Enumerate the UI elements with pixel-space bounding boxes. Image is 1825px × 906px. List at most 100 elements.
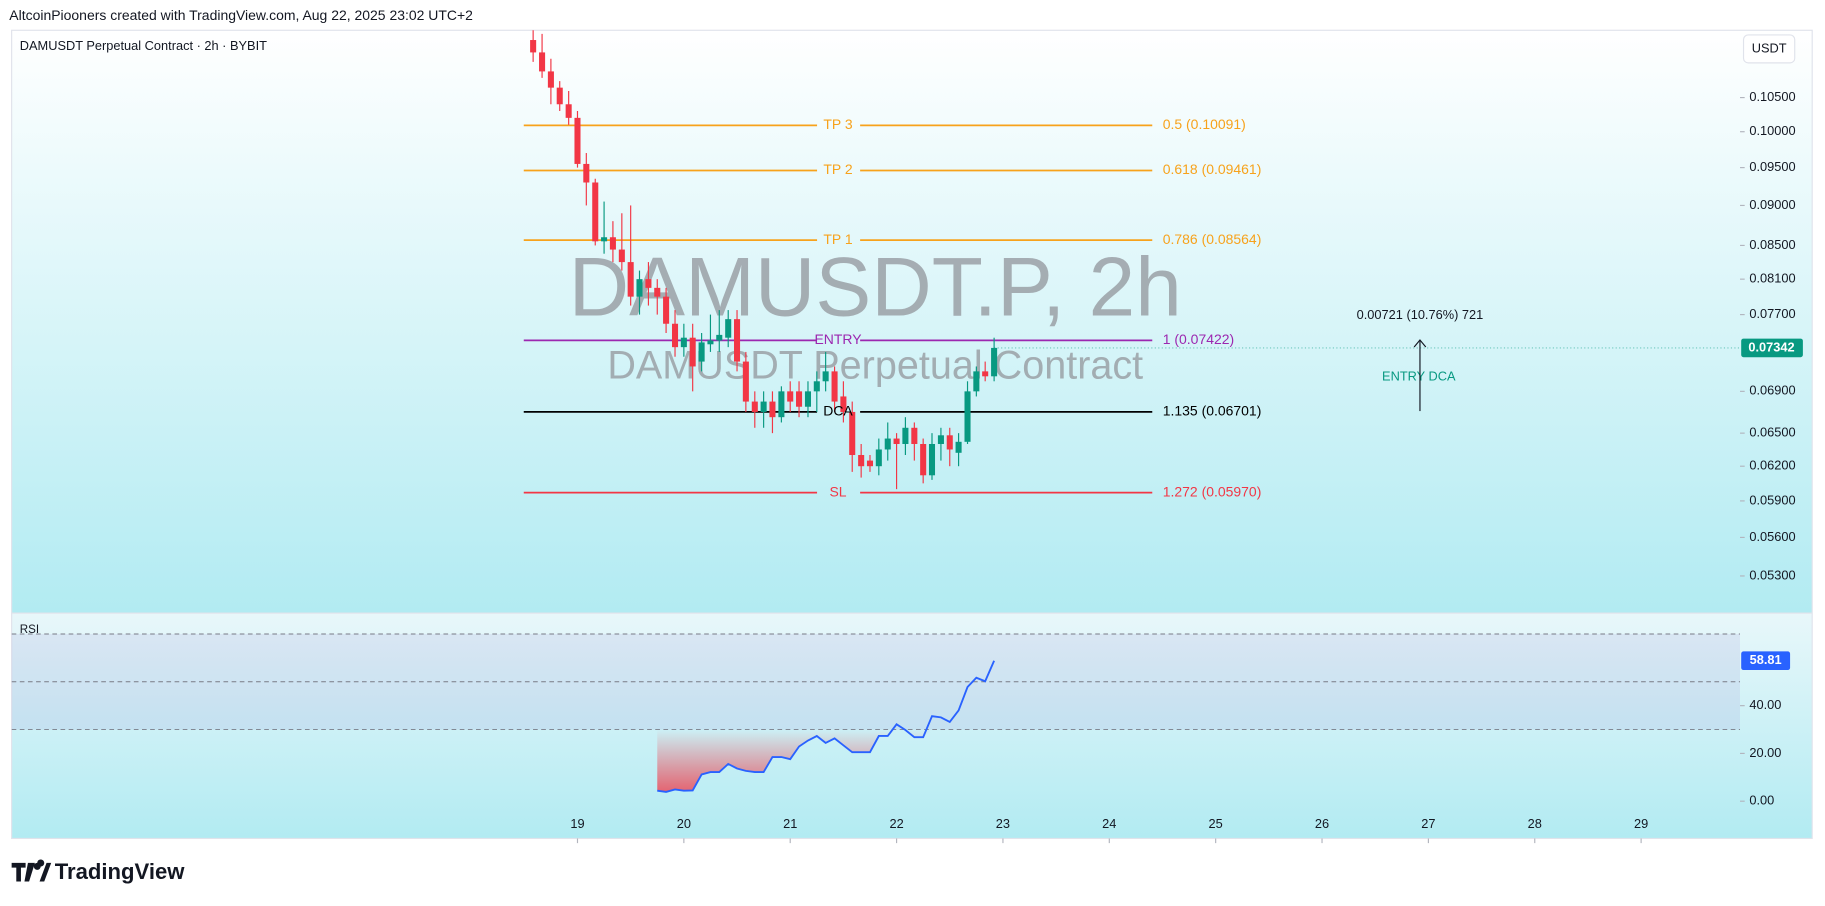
chart-title: DAMUSDT Perpetual Contract · 2h · BYBIT [20, 38, 267, 53]
rsi-oversold-fill [657, 729, 995, 792]
overlay: 0.10500 0.10000 0.09500 0.09000 0.08500 0.081… [570, 89, 1803, 844]
y-tick-label: 0.07700 [1749, 306, 1795, 321]
x-tick-label: 22 [889, 816, 903, 831]
candle-body [565, 104, 572, 118]
level-value-label: 1 (0.07422) [1163, 331, 1234, 347]
candle-body [893, 438, 900, 444]
candle-body [769, 401, 776, 418]
candle-body [742, 361, 749, 402]
candle-body [680, 337, 687, 348]
y-tick-label: 0.08100 [1749, 271, 1795, 286]
watermark: DAMUSDT.P, 2h [569, 240, 1182, 334]
logo-text: TradingView [55, 859, 186, 884]
level-value-label: 0.5 (0.10091) [1163, 116, 1246, 132]
candle-body [556, 87, 563, 105]
price-pane [11, 30, 1813, 613]
y-tick-label: 0.09500 [1749, 159, 1795, 174]
candle-body [858, 455, 865, 467]
y-tick-label: 0.05600 [1749, 529, 1795, 544]
measure-text: 0.00721 (10.76%) 721 [1357, 307, 1484, 322]
candle-body [689, 337, 696, 367]
rsi-line [657, 660, 995, 793]
candle-body [911, 427, 918, 444]
y-tick-label: 0.06200 [1749, 458, 1795, 473]
level-value-label: 1.272 (0.05970) [1163, 483, 1262, 499]
candle-body [840, 396, 847, 412]
candle-body [778, 391, 785, 418]
rsi-pane [11, 613, 1813, 839]
candle-body [618, 249, 625, 263]
candle-body [866, 460, 874, 467]
candle-body [627, 262, 634, 297]
x-tick-label: 23 [996, 816, 1010, 831]
pane-border [11, 29, 1813, 840]
candle-body [928, 443, 936, 476]
watermark-subtitle: DAMUSDT Perpetual Contract [607, 343, 1143, 387]
candle-body [804, 391, 812, 407]
candle-body [964, 391, 971, 442]
candle-body [813, 381, 820, 392]
level-value-label: 1.135 (0.06701) [1163, 403, 1262, 419]
currency-button-label[interactable]: USDT [1752, 40, 1787, 55]
candle-body [609, 237, 616, 250]
candle-body [991, 347, 998, 377]
candle-body [530, 40, 537, 53]
candle-body [822, 371, 829, 382]
level-value-label: 0.618 (0.09461) [1163, 161, 1262, 177]
y-tick-label: 0.05900 [1749, 492, 1795, 507]
candle-body [707, 340, 714, 345]
y-tick-label: 0.10000 [1749, 123, 1795, 138]
candle-body [671, 323, 679, 348]
attribution: AltcoinPiooners created with TradingView… [9, 7, 473, 23]
x-tick-label: 27 [1421, 816, 1435, 831]
candle-body [831, 371, 838, 402]
candle-body [583, 163, 590, 183]
x-tick-label: 28 [1528, 816, 1542, 831]
candle-body [875, 449, 882, 467]
y-tick-label: 20.00 [1749, 745, 1781, 760]
x-tick-label: 25 [1209, 816, 1223, 831]
level-label: TP 3 [823, 116, 852, 132]
y-tick-label: 0.05300 [1749, 567, 1795, 582]
candle-body [725, 319, 732, 338]
candle-body [946, 435, 953, 450]
level-label: SL [829, 483, 846, 499]
x-tick-label: 21 [783, 816, 797, 831]
candle-body [601, 237, 608, 242]
level-label: ENTRY [814, 331, 862, 347]
last-price-box [1741, 338, 1803, 358]
candle-body [902, 427, 909, 444]
candle-body [636, 279, 643, 297]
x-tick-label: 29 [1634, 816, 1648, 831]
candle-body [973, 371, 980, 392]
candle-body [937, 435, 944, 444]
x-tick-label: 19 [570, 816, 584, 831]
candle-body [849, 411, 856, 456]
currency-button[interactable] [1742, 34, 1796, 64]
candle-body [645, 279, 652, 288]
candle-body [796, 391, 803, 407]
candle-body [592, 182, 599, 242]
last-price-label: 0.07342 [1748, 339, 1794, 354]
x-tick-label: 20 [677, 816, 691, 831]
rsi-title: RSI [20, 623, 39, 636]
measure-arrow-head [1413, 339, 1427, 348]
candle-body [574, 117, 581, 164]
candle-body [654, 287, 661, 297]
candle-body [982, 371, 989, 377]
candle-body [547, 71, 554, 88]
candle-body [760, 401, 767, 412]
y-tick-label: 40.00 [1749, 697, 1781, 712]
measure-label: ENTRY DCA [1382, 369, 1456, 384]
candle-body [920, 443, 927, 476]
x-tick-label: 24 [1102, 816, 1116, 831]
y-tick-label: 0.10500 [1749, 89, 1795, 104]
candle-body [539, 52, 546, 72]
logo [11, 859, 52, 882]
rsi-value-box [1741, 651, 1791, 671]
rsi-plot [11, 633, 1741, 793]
level-label: TP 2 [823, 161, 852, 177]
rsi-value-label: 58.81 [1750, 652, 1782, 667]
price-plot: DAMUSDT.P, 2h DAMUSDT Perpetual Contract [523, 30, 1182, 494]
